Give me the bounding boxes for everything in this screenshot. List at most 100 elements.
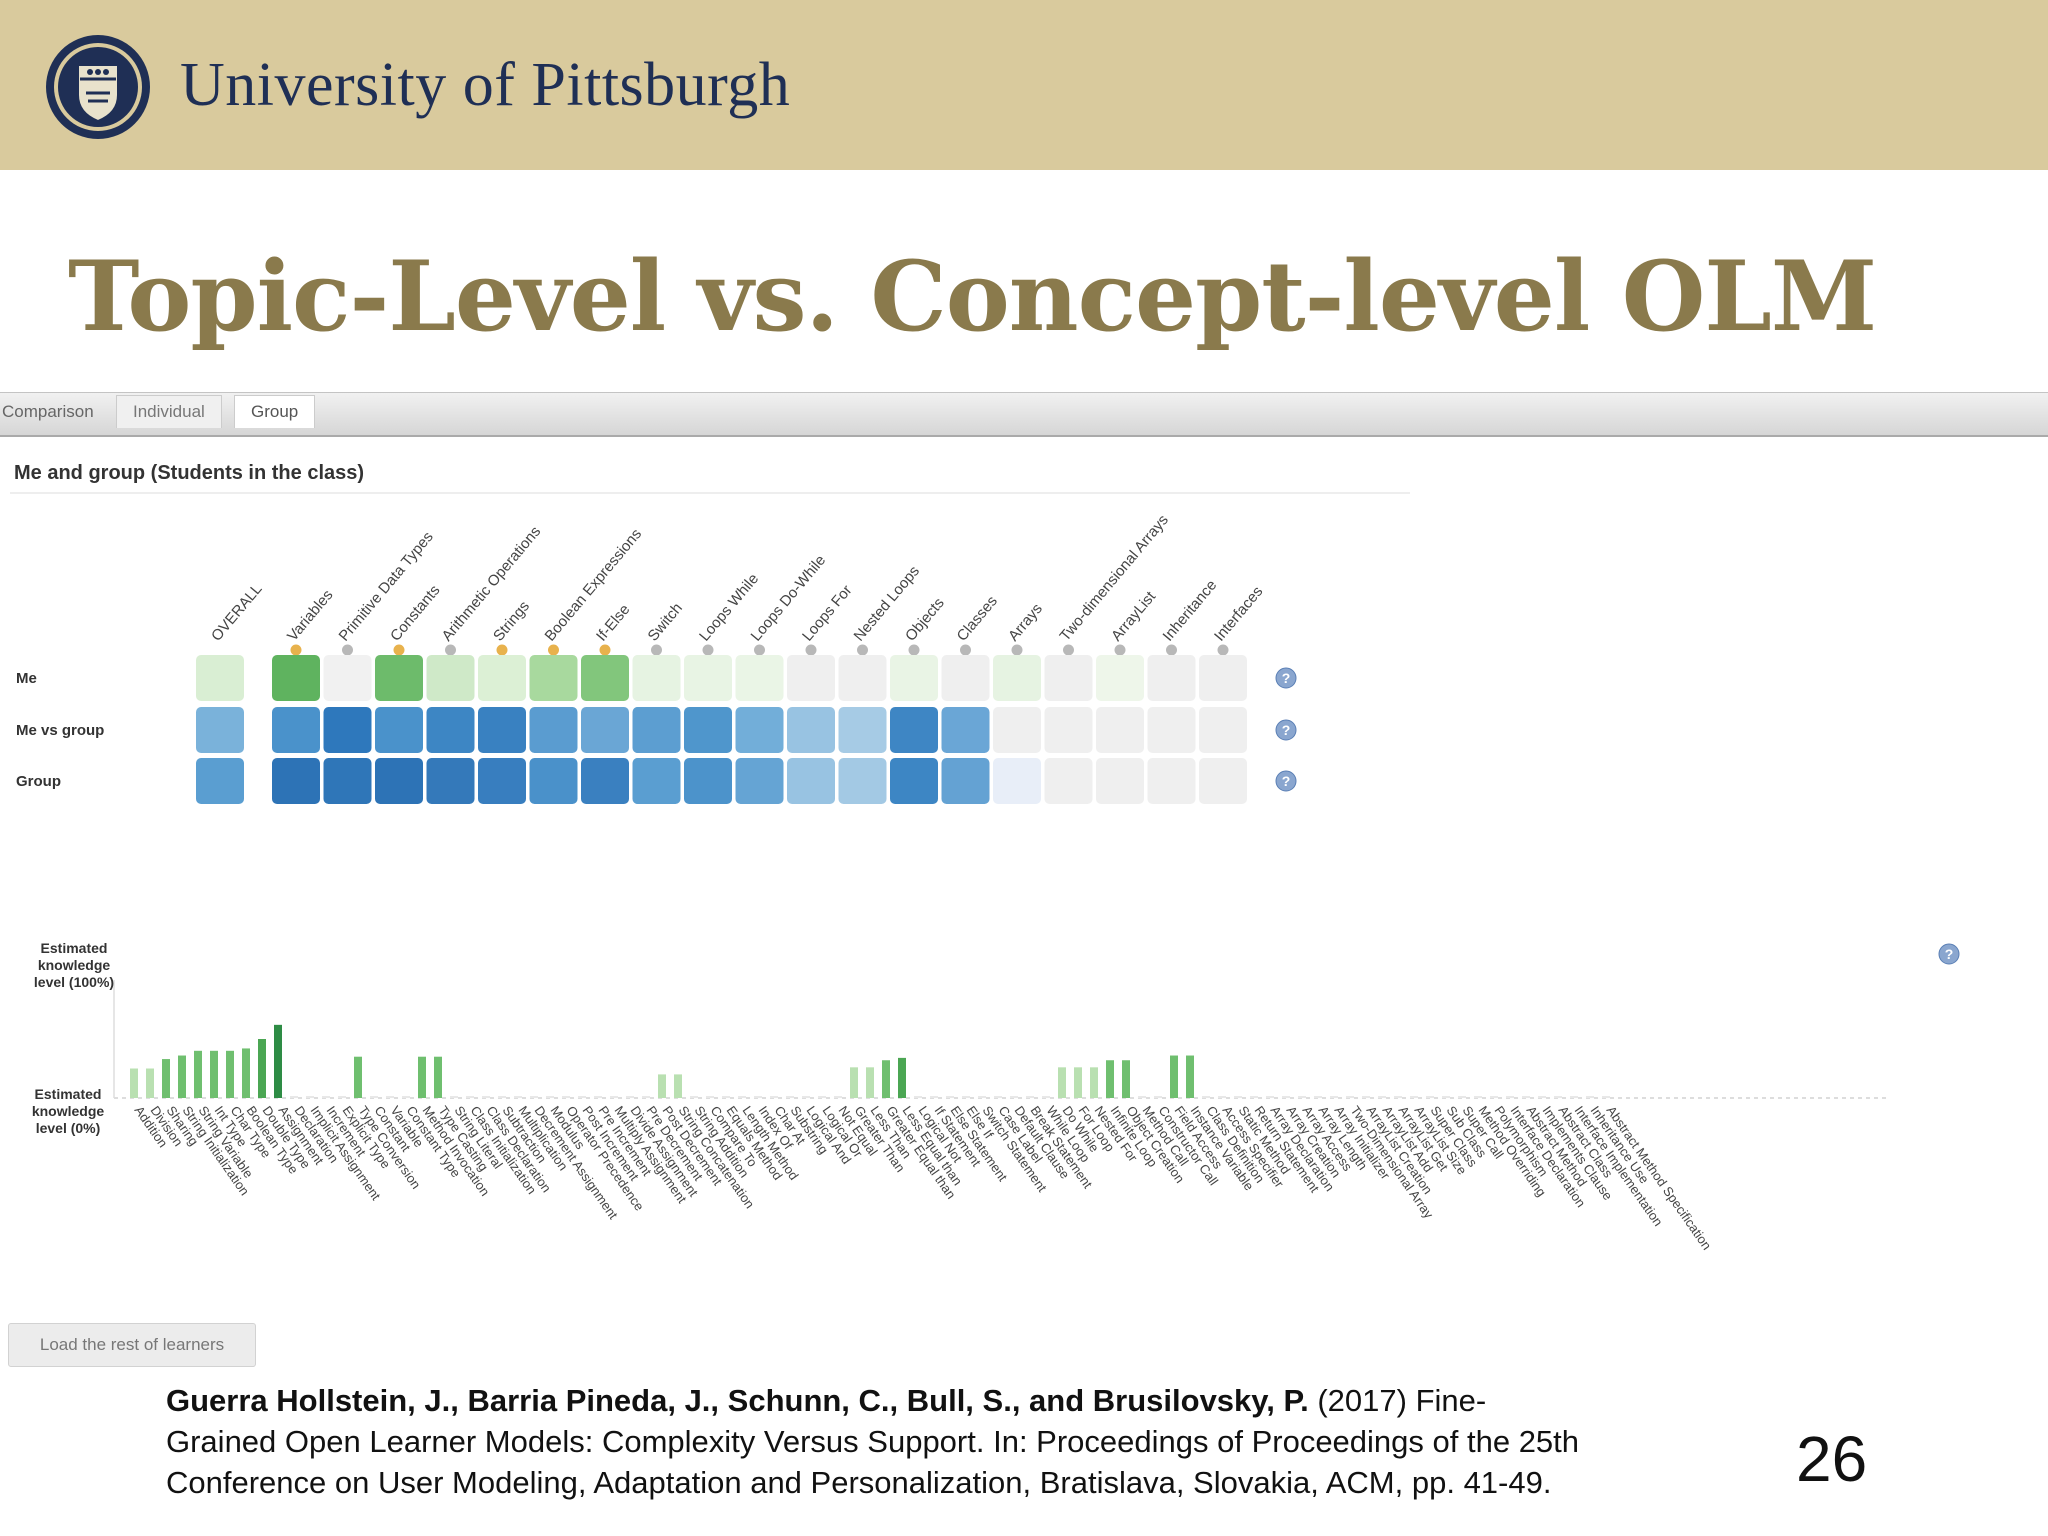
grid-cell[interactable] [735, 758, 784, 804]
concept-bar[interactable] [930, 1096, 938, 1098]
concept-bar[interactable] [338, 1096, 346, 1098]
grid-cell[interactable] [890, 758, 938, 804]
concept-bar[interactable] [818, 1096, 826, 1098]
concept-bar[interactable] [1138, 1096, 1146, 1098]
concept-bar[interactable] [1346, 1096, 1354, 1098]
grid-cell[interactable] [529, 707, 578, 753]
concept-bar[interactable] [1426, 1096, 1434, 1098]
concept-bar[interactable] [514, 1096, 522, 1098]
concept-bar[interactable] [866, 1067, 874, 1098]
concept-bar[interactable] [1378, 1096, 1386, 1098]
grid-cell[interactable] [735, 655, 784, 701]
concept-bar[interactable] [1330, 1096, 1338, 1098]
concept-bar[interactable] [690, 1096, 698, 1098]
grid-cell[interactable] [1147, 758, 1196, 804]
grid-cell[interactable] [196, 655, 244, 701]
grid-cell[interactable] [941, 655, 990, 701]
concept-bar[interactable] [1410, 1096, 1418, 1098]
concept-bar[interactable] [1282, 1096, 1290, 1098]
grid-cell[interactable] [684, 707, 732, 753]
grid-cell[interactable] [1147, 655, 1196, 701]
concept-bar[interactable] [1266, 1096, 1274, 1098]
concept-bar[interactable] [562, 1096, 570, 1098]
grid-cell[interactable] [196, 707, 244, 753]
concept-bar[interactable] [1474, 1096, 1482, 1098]
grid-cell[interactable] [632, 707, 681, 753]
grid-cell[interactable] [993, 655, 1041, 701]
concept-bar[interactable] [706, 1096, 714, 1098]
concept-bar[interactable] [1298, 1096, 1306, 1098]
help-icon[interactable] [1275, 770, 1297, 792]
grid-cell[interactable] [838, 707, 887, 753]
grid-cell[interactable] [581, 758, 629, 804]
concept-bar[interactable] [434, 1056, 442, 1098]
concept-bar[interactable] [898, 1057, 906, 1098]
grid-cell[interactable] [684, 758, 732, 804]
grid-cell[interactable] [890, 655, 938, 701]
concept-bar[interactable] [978, 1096, 986, 1098]
grid-cell[interactable] [272, 758, 320, 804]
concept-bar[interactable] [210, 1050, 218, 1098]
grid-cell[interactable] [838, 758, 887, 804]
concept-bar[interactable] [946, 1096, 954, 1098]
concept-bar[interactable] [594, 1096, 602, 1098]
grid-cell[interactable] [838, 655, 887, 701]
concept-bar[interactable] [306, 1096, 314, 1098]
grid-cell[interactable] [787, 655, 835, 701]
concept-bar[interactable] [1362, 1096, 1370, 1098]
grid-cell[interactable] [323, 655, 372, 701]
concept-bar[interactable] [754, 1096, 762, 1098]
concept-bar[interactable] [1218, 1096, 1226, 1098]
concept-bar[interactable] [242, 1048, 250, 1098]
grid-cell[interactable] [426, 655, 475, 701]
tab-individual[interactable]: Individual [116, 395, 222, 428]
grid-cell[interactable] [478, 758, 526, 804]
concept-bar[interactable] [578, 1096, 586, 1098]
concept-bar[interactable] [626, 1096, 634, 1098]
grid-cell[interactable] [375, 655, 423, 701]
grid-cell[interactable] [993, 758, 1041, 804]
grid-cell[interactable] [787, 707, 835, 753]
concept-bar[interactable] [482, 1096, 490, 1098]
concept-bar[interactable] [226, 1050, 234, 1098]
concept-bar[interactable] [1394, 1096, 1402, 1098]
concept-bar[interactable] [418, 1056, 426, 1098]
concept-bar[interactable] [1074, 1067, 1082, 1098]
grid-cell[interactable] [890, 707, 938, 753]
grid-cell[interactable] [1199, 758, 1247, 804]
grid-cell[interactable] [581, 707, 629, 753]
grid-cell[interactable] [478, 707, 526, 753]
help-icon[interactable] [1275, 719, 1297, 741]
concept-bar[interactable] [1602, 1096, 1610, 1098]
concept-bar[interactable] [770, 1096, 778, 1098]
concept-bar[interactable] [850, 1067, 858, 1098]
concept-bar[interactable] [1314, 1096, 1322, 1098]
grid-cell[interactable] [272, 655, 320, 701]
concept-bar[interactable] [194, 1050, 202, 1098]
concept-bar[interactable] [1570, 1096, 1578, 1098]
grid-cell[interactable] [787, 758, 835, 804]
concept-bar[interactable] [498, 1096, 506, 1098]
concept-bar[interactable] [674, 1074, 682, 1098]
concept-bar[interactable] [1186, 1055, 1194, 1098]
concept-bar[interactable] [834, 1096, 842, 1098]
grid-cell[interactable] [632, 758, 681, 804]
concept-bar[interactable] [1234, 1096, 1242, 1098]
concept-bar[interactable] [1026, 1096, 1034, 1098]
grid-cell[interactable] [529, 758, 578, 804]
grid-cell[interactable] [1199, 655, 1247, 701]
concept-bar[interactable] [1490, 1096, 1498, 1098]
load-rest-button[interactable]: Load the rest of learners [8, 1323, 256, 1367]
grid-cell[interactable] [323, 707, 372, 753]
concept-bar[interactable] [738, 1096, 746, 1098]
concept-bar[interactable] [1586, 1096, 1594, 1098]
grid-cell[interactable] [529, 655, 578, 701]
grid-cell[interactable] [426, 707, 475, 753]
concept-bar[interactable] [530, 1096, 538, 1098]
grid-cell[interactable] [426, 758, 475, 804]
concept-bar[interactable] [146, 1068, 154, 1099]
grid-cell[interactable] [272, 707, 320, 753]
concept-bar[interactable] [370, 1096, 378, 1098]
concept-bar[interactable] [722, 1096, 730, 1098]
concept-bar[interactable] [1154, 1096, 1162, 1098]
